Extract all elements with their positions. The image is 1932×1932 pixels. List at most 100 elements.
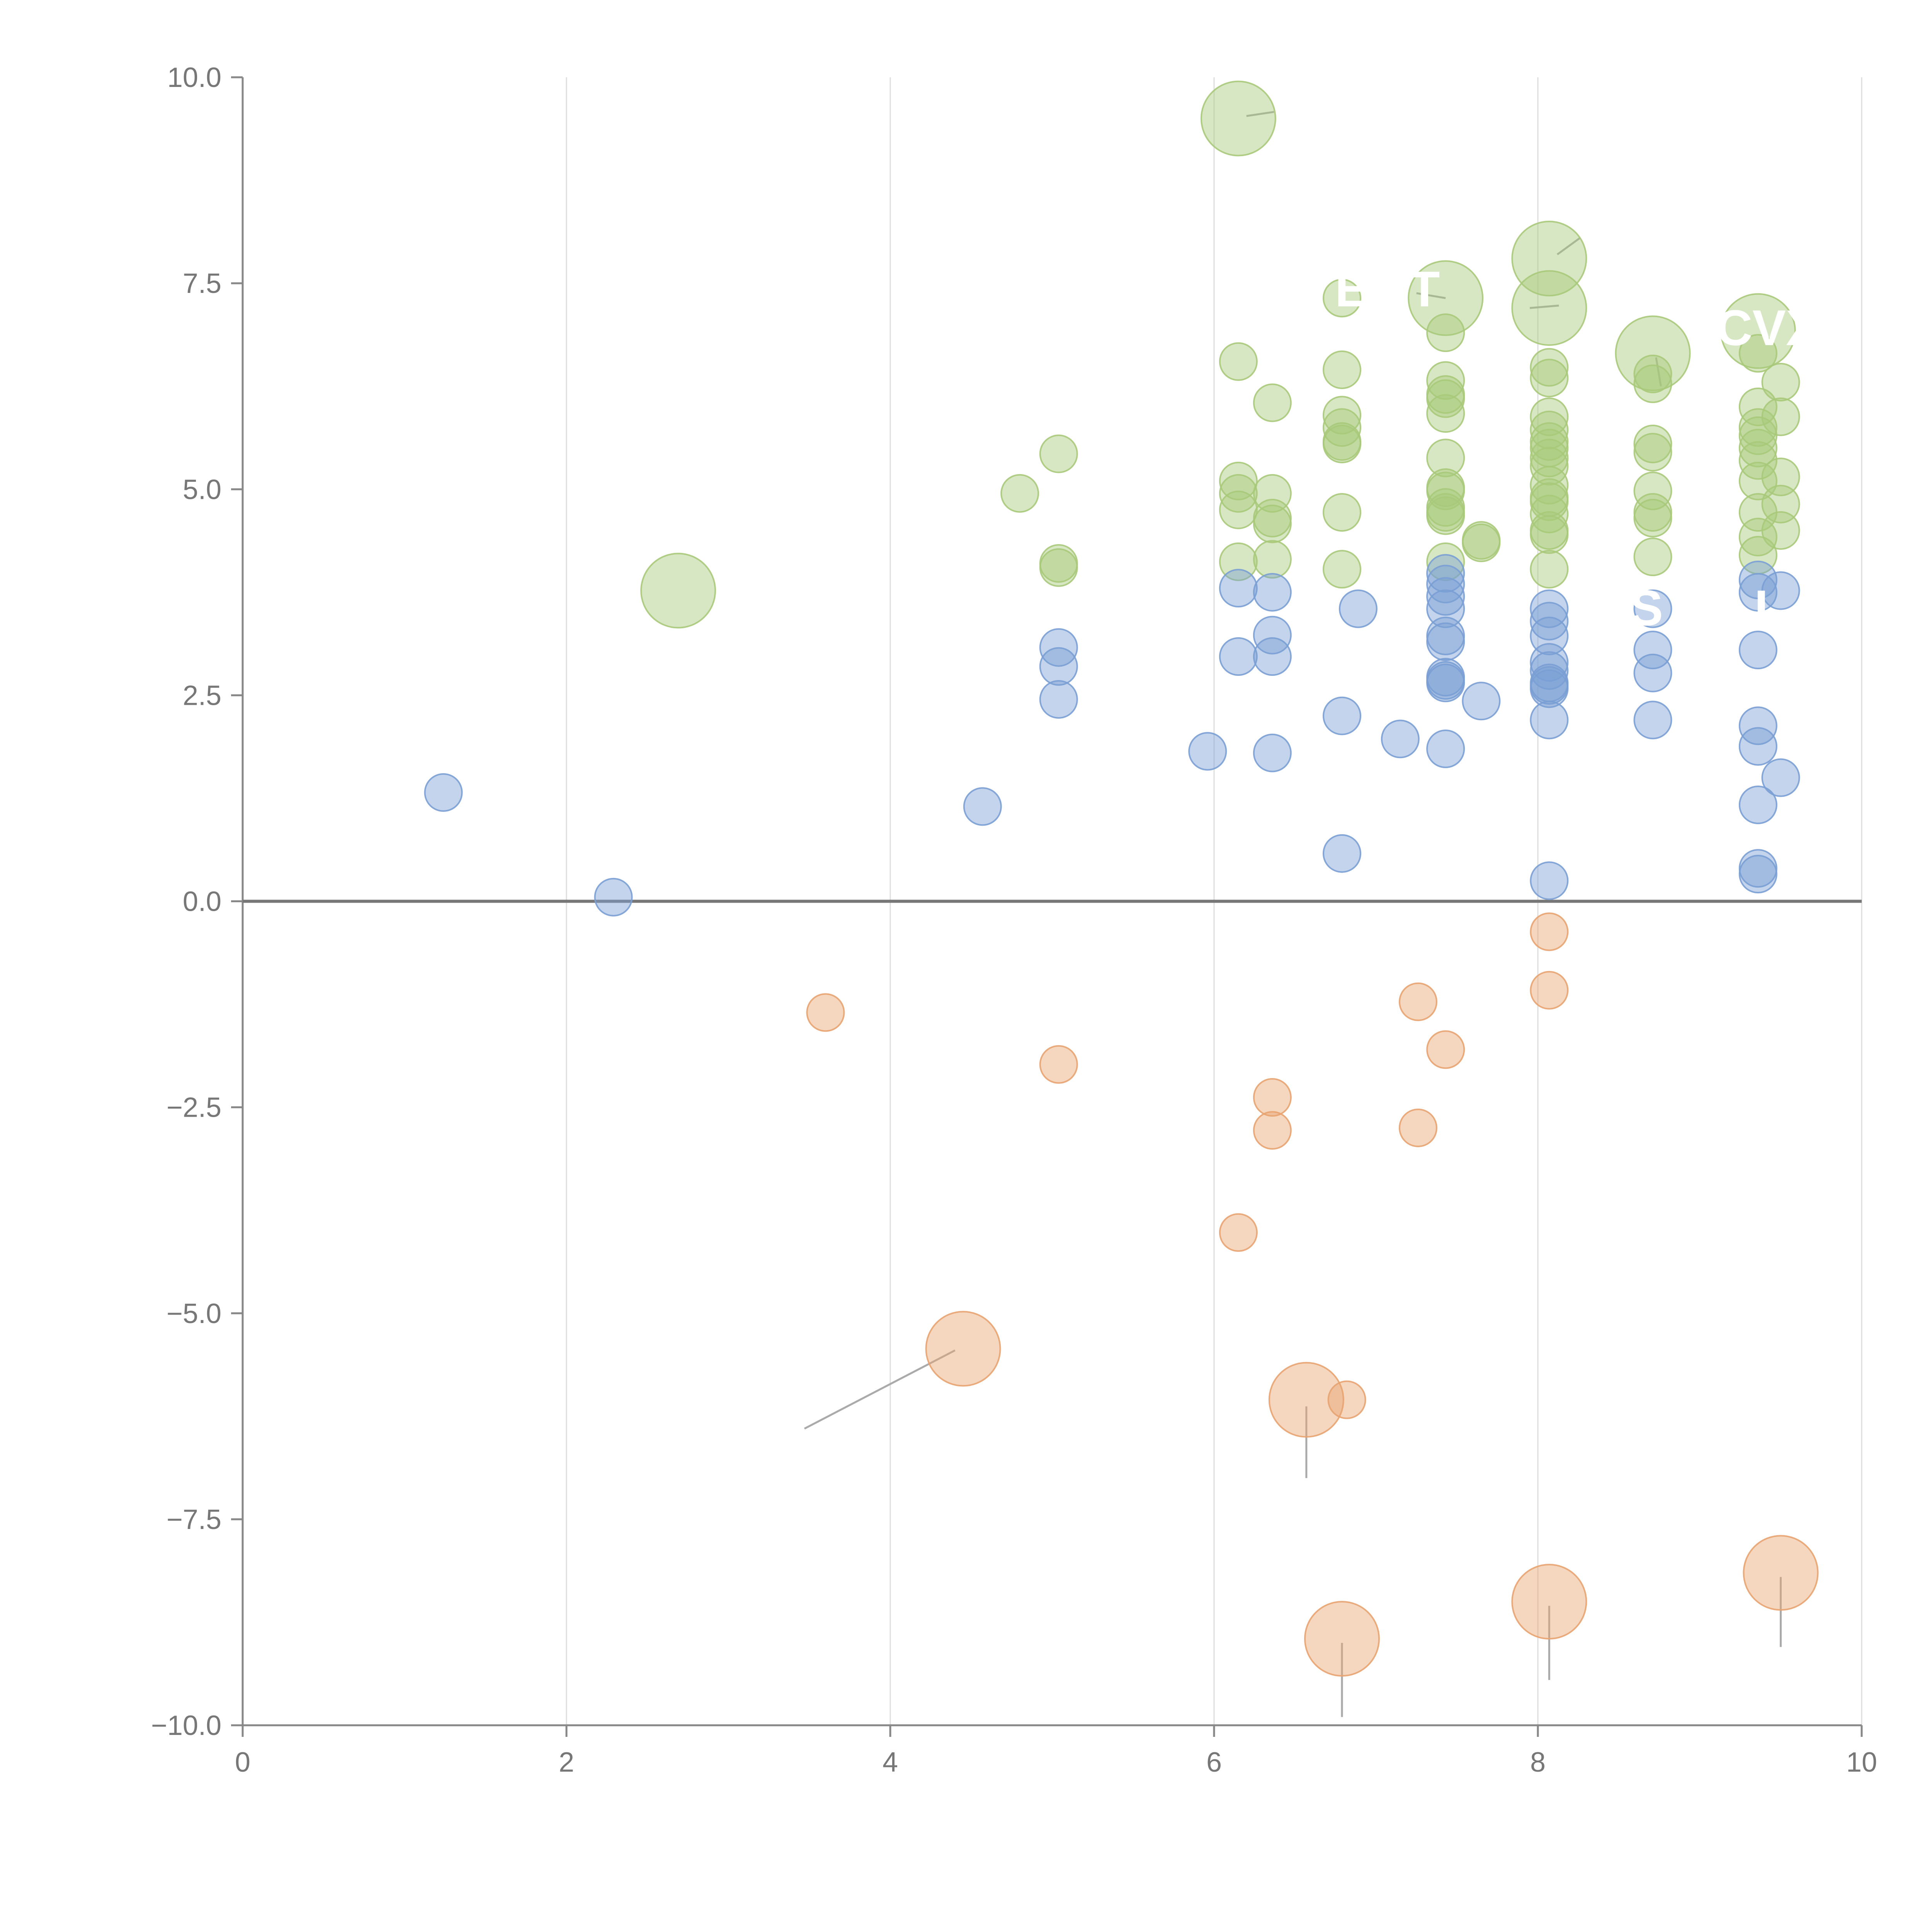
point-green — [1761, 485, 1800, 524]
point-green — [1633, 424, 1672, 463]
point-green — [1426, 439, 1465, 478]
point-blue — [594, 878, 633, 917]
point-blue — [1633, 631, 1672, 670]
point-green — [1530, 466, 1569, 505]
point-green — [1253, 504, 1292, 543]
point-green — [1323, 424, 1362, 463]
point-blue — [1381, 719, 1420, 759]
point-blue — [1323, 834, 1362, 873]
x-tick-label: 4 — [883, 1747, 898, 1778]
leader-line — [1416, 292, 1446, 299]
data-label: E — [1335, 261, 1369, 317]
axes — [242, 77, 1862, 1726]
point-green — [1761, 457, 1800, 497]
point-blue — [1426, 616, 1465, 655]
point-blue — [1323, 696, 1362, 735]
point-green — [1323, 350, 1362, 389]
x-tick-label: 10 — [1846, 1747, 1877, 1778]
point-green — [1761, 397, 1800, 436]
point-green — [1039, 548, 1078, 587]
point-green — [1426, 313, 1465, 352]
point-green — [1511, 270, 1587, 346]
point-green — [1219, 542, 1258, 581]
point-blue — [1633, 701, 1672, 740]
point-orange — [1398, 1108, 1437, 1147]
point-blue — [1338, 589, 1378, 628]
point-green — [1633, 433, 1672, 472]
point-blue — [1253, 616, 1292, 655]
point-green — [1738, 334, 1777, 373]
point-blue — [1738, 785, 1777, 824]
point-orange — [1304, 1601, 1380, 1677]
point-orange — [1530, 912, 1569, 951]
point-blue — [1738, 573, 1777, 612]
point-blue — [1761, 571, 1800, 610]
point-green — [1633, 354, 1672, 393]
leader-line — [1655, 357, 1662, 387]
point-blue — [1039, 647, 1078, 686]
leader-line — [1246, 111, 1274, 117]
point-orange — [1426, 1030, 1465, 1069]
point-green — [1633, 498, 1672, 537]
point-blue — [1738, 855, 1777, 894]
point-blue — [1426, 729, 1465, 768]
point-blue — [1426, 577, 1465, 616]
point-green — [1530, 348, 1569, 387]
y-tick-label: 0.0 — [183, 886, 221, 917]
point-green — [1323, 493, 1362, 532]
data-points — [424, 80, 1819, 1677]
point-green — [1530, 515, 1569, 554]
point-green — [1253, 383, 1292, 422]
y-tick-label: 5.0 — [183, 474, 221, 505]
point-green — [1000, 474, 1039, 513]
point-blue — [1426, 622, 1465, 661]
point-green — [1426, 496, 1465, 535]
point-green — [1219, 461, 1258, 500]
point-green — [1530, 550, 1569, 589]
point-green — [1633, 493, 1672, 532]
point-green — [1530, 439, 1569, 478]
point-orange — [1039, 1045, 1078, 1084]
x-tick-label: 0 — [235, 1747, 250, 1778]
point-green — [1039, 434, 1078, 473]
point-green — [1323, 408, 1362, 447]
point-green — [1633, 471, 1672, 510]
point-green — [1633, 537, 1672, 577]
point-blue — [1253, 637, 1292, 676]
ticks: 0 2 4 6 8 10 10.0 7.5 5.0 2.5 0.0 −2.5 −5.0 −7.5 −10.0 — [151, 62, 1877, 1778]
point-green — [1511, 221, 1587, 297]
point-green — [1323, 396, 1362, 435]
point-blue — [1633, 653, 1672, 692]
point-blue — [1462, 682, 1501, 721]
point-green — [1761, 511, 1800, 550]
y-tick-label: 2.5 — [183, 680, 221, 711]
data-label: CVX — [1716, 299, 1819, 356]
y-tick-label: 10.0 — [167, 62, 221, 93]
point-blue — [1188, 732, 1227, 771]
point-blue — [1219, 637, 1258, 676]
point-blue — [1253, 573, 1292, 612]
point-green — [1738, 408, 1777, 447]
leader-line — [1529, 304, 1559, 309]
point-blue — [1530, 643, 1569, 682]
point-green — [1200, 80, 1276, 156]
point-green — [1426, 394, 1465, 433]
point-blue — [1039, 680, 1078, 719]
point-green — [1738, 388, 1777, 426]
point-blue — [1633, 589, 1672, 628]
point-orange — [1743, 1535, 1819, 1611]
point-green — [1253, 498, 1292, 537]
point-blue — [1530, 602, 1569, 641]
point-green — [1323, 279, 1362, 318]
x-tick-label: 8 — [1530, 1747, 1546, 1778]
point-blue — [1426, 554, 1465, 593]
point-green — [1530, 495, 1569, 534]
point-green — [1219, 474, 1258, 513]
point-orange — [1327, 1380, 1366, 1419]
point-green — [1426, 542, 1465, 581]
point-blue — [1530, 669, 1569, 708]
y-tick-label: −10.0 — [151, 1710, 221, 1741]
point-green — [1219, 342, 1258, 381]
point-orange — [1398, 982, 1437, 1021]
